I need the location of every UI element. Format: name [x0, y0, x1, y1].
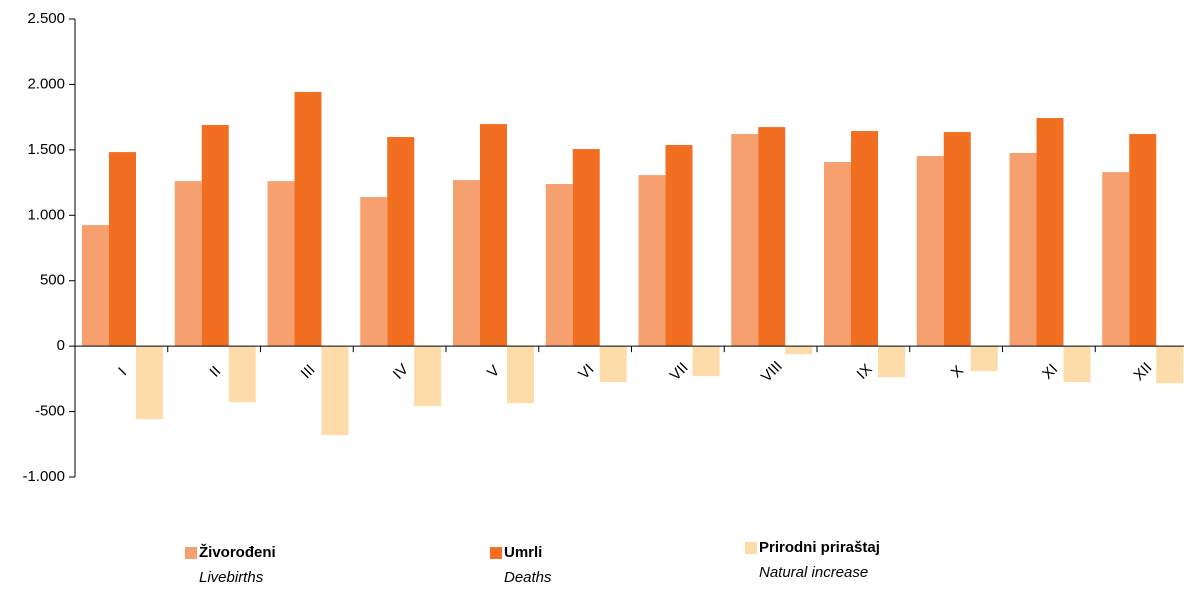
bar	[851, 131, 878, 347]
legend-swatch	[185, 547, 197, 559]
x-tick-label: VII	[667, 359, 692, 384]
legend-label: Umrli	[504, 544, 542, 561]
bar	[321, 346, 349, 436]
bar	[545, 184, 573, 347]
legend-label-en: Livebirths	[199, 569, 264, 586]
bar	[824, 162, 851, 347]
y-tick-label: -500	[35, 403, 65, 420]
bar	[136, 346, 163, 420]
bar	[731, 134, 759, 347]
bar	[970, 346, 998, 372]
bar	[82, 225, 109, 347]
y-tick-label: 2.500	[27, 10, 65, 27]
bar	[387, 137, 415, 347]
legend-label-en: Natural increase	[759, 564, 868, 581]
y-tick-label: 1.500	[27, 141, 65, 158]
legend-label-en: Deaths	[504, 569, 552, 586]
bar	[414, 346, 442, 407]
bar	[878, 346, 905, 378]
bar	[294, 92, 322, 347]
bar	[109, 152, 136, 347]
bar	[360, 197, 388, 347]
bar	[943, 132, 971, 347]
x-tick-label: III	[298, 361, 319, 382]
bar	[267, 181, 295, 347]
bar	[174, 181, 202, 347]
y-tick-label: 0	[57, 337, 65, 354]
bar	[453, 180, 480, 347]
bar	[1063, 346, 1091, 383]
legend-swatch	[490, 547, 502, 559]
bar	[507, 346, 534, 404]
bar	[228, 346, 256, 403]
y-tick-label: -1.000	[22, 468, 65, 485]
x-tick-label: I	[115, 364, 130, 379]
bar	[638, 175, 666, 347]
bar	[1102, 172, 1130, 347]
legend-label: Prirodni priraštaj	[759, 539, 880, 556]
bar	[480, 124, 507, 347]
x-tick-label: VIII	[758, 358, 786, 386]
x-tick-label: IX	[854, 361, 876, 383]
legend-label: Živorođeni	[199, 543, 276, 561]
x-tick-label: X	[948, 362, 967, 381]
bar	[201, 124, 229, 347]
bar	[692, 346, 720, 377]
y-tick-label: 2.000	[27, 75, 65, 92]
bar	[785, 346, 813, 355]
x-tick-label: VI	[575, 361, 597, 383]
bar	[572, 149, 600, 347]
y-tick-label: 1.000	[27, 206, 65, 223]
bar	[758, 127, 786, 347]
legend-swatch	[745, 542, 757, 554]
bar	[1009, 152, 1037, 347]
x-tick-label: II	[206, 363, 224, 381]
y-tick-label: 500	[40, 272, 65, 289]
bar	[599, 346, 627, 383]
bar	[665, 145, 693, 347]
x-tick-label: V	[484, 362, 503, 381]
bar	[1036, 118, 1064, 347]
x-tick-label: XII	[1130, 359, 1155, 384]
x-tick-label: XI	[1039, 361, 1061, 383]
bar	[916, 156, 944, 347]
bar	[1129, 134, 1157, 347]
x-tick-label: IV	[390, 361, 412, 383]
bar	[1156, 346, 1184, 384]
